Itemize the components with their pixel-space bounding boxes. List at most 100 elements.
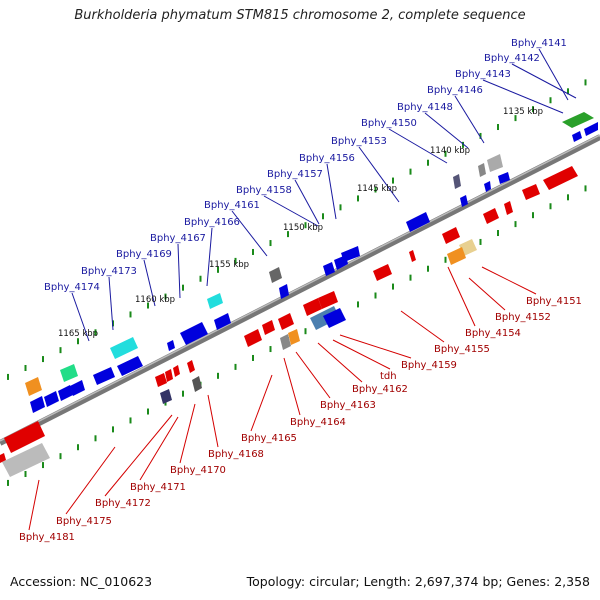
gene-forward-arrow[interactable] [155, 373, 167, 387]
gene-reverse-arrow[interactable] [58, 385, 73, 401]
gene-forward-arrow[interactable] [278, 313, 294, 330]
gene-forward-arrow[interactable] [262, 320, 275, 335]
gene-bphy-4161[interactable] [269, 267, 282, 283]
gene-label-bottom[interactable]: Bphy_4175 [56, 516, 112, 527]
label-connector [28, 479, 40, 531]
gene-forward-arrow[interactable] [0, 453, 6, 463]
gene-label-top[interactable]: Bphy_4143 [455, 69, 511, 80]
gene-orange[interactable] [25, 377, 42, 396]
label-connector [468, 277, 506, 311]
gene-bphy-4168[interactable] [192, 376, 202, 392]
gene-label-bottom[interactable]: Bphy_4181 [19, 532, 75, 543]
gene-reverse-arrow[interactable] [341, 246, 360, 262]
gene-bphy-4162[interactable] [288, 329, 300, 345]
gene-bphy-4163[interactable] [280, 334, 291, 350]
gene-reverse-arrow[interactable] [117, 356, 143, 376]
gene-tdh[interactable] [323, 308, 346, 328]
gene-label-bottom[interactable]: Bphy_4164 [290, 417, 346, 428]
gene-bphy-4175[interactable] [4, 421, 45, 453]
gene-label-bottom[interactable]: Bphy_4163 [320, 400, 376, 411]
gene-label-bottom[interactable]: Bphy_4168 [208, 449, 264, 460]
gene-label-bottom[interactable]: Bphy_4154 [465, 328, 521, 339]
label-connector [143, 259, 156, 307]
gene-label-bottom[interactable]: Bphy_4152 [495, 312, 551, 323]
gene-bphy-4167[interactable] [180, 322, 208, 345]
gene-forward-arrow[interactable] [543, 166, 578, 190]
gene-bphy-4141[interactable] [562, 112, 594, 128]
label-connector [65, 446, 116, 515]
gene-label-top[interactable]: Bphy_4161 [204, 200, 260, 211]
gene-forward-arrow[interactable] [483, 208, 499, 224]
gene-label-top[interactable]: Bphy_4173 [81, 266, 137, 277]
gene-bphy-4173[interactable] [110, 337, 138, 359]
gene-reverse-arrow[interactable] [498, 172, 510, 184]
gene-forward-arrow[interactable] [522, 184, 540, 200]
label-connector [339, 334, 412, 359]
gene-label-top[interactable]: Bphy_4157 [267, 169, 323, 180]
gene-label-top[interactable]: Bphy_4148 [397, 102, 453, 113]
gene-reverse-arrow[interactable] [214, 313, 231, 330]
gene-bphy-4181[interactable] [2, 443, 50, 477]
gene-forward-arrow[interactable] [442, 227, 460, 244]
gene-bphy-4146[interactable] [487, 154, 503, 172]
gene-reverse-arrow[interactable] [70, 380, 85, 396]
gene-bphy-4148[interactable] [478, 163, 486, 177]
gene-label-bottom[interactable]: Bphy_4159 [401, 360, 457, 371]
gene-label-bottom[interactable]: Bphy_4155 [434, 344, 490, 355]
kbp-tick-label: 1150 kbp [283, 223, 323, 233]
kbp-tick-labels: 1135 kbp 1140 kbp 1145 kbp 1150 kbp 1155 kbp… [58, 107, 543, 339]
gene-label-top[interactable]: Bphy_4146 [427, 85, 483, 96]
gene-reverse-arrow[interactable] [323, 262, 335, 276]
gene-bphy-4152[interactable] [447, 247, 466, 265]
gene-forward-arrow[interactable] [303, 298, 322, 316]
gene-reverse-arrow[interactable] [30, 396, 45, 413]
gene-reverse-arrow[interactable] [584, 122, 598, 136]
gene-label-bottom[interactable]: Bphy_4162 [352, 384, 408, 395]
gene-reverse-arrow[interactable] [93, 367, 115, 385]
gene-label-bottom[interactable]: Bphy_4172 [95, 498, 151, 509]
gene-bphy-4150[interactable] [453, 174, 461, 189]
gene-reverse-arrow[interactable] [44, 391, 59, 407]
gene-label-top[interactable]: Bphy_4141 [511, 38, 567, 49]
gene-label-bottom[interactable]: Bphy_4171 [130, 482, 186, 493]
label-connector [179, 403, 196, 464]
gene-bphy-4155[interactable] [373, 264, 392, 281]
label-connector [177, 243, 181, 299]
gene-label-top[interactable]: Bphy_4167 [150, 233, 206, 244]
gene-forward-arrow[interactable] [187, 360, 195, 373]
gene-label-bottom[interactable]: Bphy_4165 [241, 433, 297, 444]
gene-features [0, 112, 598, 477]
forward-gene-labels: Bphy_4151 Bphy_4152 Bphy_4154 Bphy_4155 Bphy… [19, 296, 582, 543]
gene-reverse-arrow[interactable] [279, 284, 289, 299]
gene-bphy-4153[interactable] [406, 212, 430, 232]
gene-forward-arrow[interactable] [318, 291, 338, 309]
gene-label-bottom[interactable]: Bphy_4170 [170, 465, 226, 476]
genome-backbone-highlight [0, 134, 600, 442]
gene-label-top[interactable]: Bphy_4166 [184, 217, 240, 228]
gene-forward-arrow[interactable] [244, 329, 262, 347]
gene-label-bottom[interactable]: Bphy_4151 [526, 296, 582, 307]
gene-label-top[interactable]: Bphy_4150 [361, 118, 417, 129]
gene-label-top[interactable]: Bphy_4153 [331, 136, 387, 147]
gene-forward-arrow[interactable] [165, 369, 173, 382]
gene-reverse-arrow[interactable] [460, 195, 468, 207]
gene-label-bottom[interactable]: tdh [380, 371, 397, 382]
gene-reverse-arrow[interactable] [167, 340, 175, 351]
label-connector [139, 416, 179, 481]
gene-bphy-4174[interactable] [60, 364, 78, 382]
gene-label-top[interactable]: Bphy_4174 [44, 282, 100, 293]
gene-forward-arrow[interactable] [504, 201, 513, 215]
gene-forward-arrow[interactable] [409, 250, 416, 262]
gene-label-top[interactable]: Bphy_4142 [484, 53, 540, 64]
gene-label-top[interactable]: Bphy_4169 [116, 249, 172, 260]
gene-forward-arrow[interactable] [173, 365, 180, 377]
gene-bphy-4171[interactable] [160, 389, 172, 404]
gene-reverse-arrow[interactable] [572, 131, 582, 142]
gene-reverse-arrow[interactable] [484, 181, 491, 192]
gene-label-top[interactable]: Bphy_4156 [299, 153, 355, 164]
gene-label-top[interactable]: Bphy_4158 [236, 185, 292, 196]
gene-bphy-4166[interactable] [207, 293, 223, 309]
label-connector [295, 351, 331, 399]
kbp-tick-label: 1135 kbp [503, 107, 543, 117]
